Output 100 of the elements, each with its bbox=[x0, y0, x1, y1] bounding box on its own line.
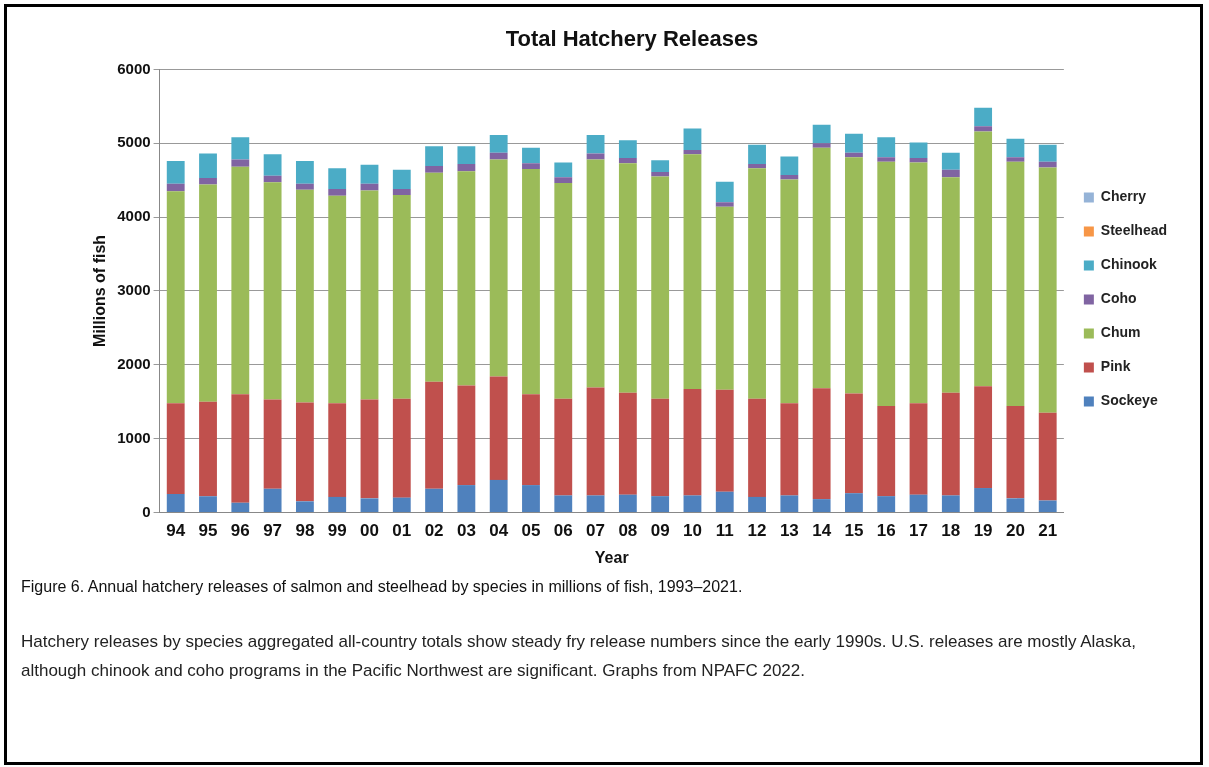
bar bbox=[425, 172, 444, 382]
bar bbox=[328, 403, 347, 497]
bar bbox=[909, 162, 928, 404]
bar bbox=[683, 128, 702, 150]
bar bbox=[683, 389, 702, 496]
y-tick-label: 3000 bbox=[117, 281, 151, 299]
bar bbox=[522, 169, 540, 395]
bar bbox=[974, 107, 993, 127]
bar bbox=[457, 485, 476, 512]
bar bbox=[715, 206, 734, 390]
x-tick-label: 95 bbox=[198, 521, 218, 541]
bar bbox=[748, 398, 766, 497]
bar bbox=[1038, 144, 1057, 162]
bar bbox=[845, 493, 863, 512]
bar bbox=[328, 496, 347, 512]
x-tick-label: 15 bbox=[844, 521, 864, 541]
bar bbox=[489, 135, 508, 153]
bar bbox=[877, 406, 896, 497]
y-tick-label: 6000 bbox=[117, 59, 151, 77]
y-tick-label: 2000 bbox=[117, 354, 151, 372]
bar bbox=[974, 131, 993, 387]
bar bbox=[586, 159, 605, 388]
bar bbox=[166, 493, 185, 512]
bar bbox=[263, 182, 282, 400]
bar bbox=[618, 163, 637, 393]
bar bbox=[263, 399, 282, 489]
chart-title: Total Hatchery Releases bbox=[505, 26, 759, 52]
bar bbox=[554, 183, 573, 399]
bar bbox=[780, 156, 799, 175]
bar bbox=[715, 491, 734, 512]
bar bbox=[909, 403, 928, 495]
y-axis-title: Millions of fish bbox=[91, 234, 109, 347]
legend-label: Steelhead bbox=[1100, 222, 1167, 239]
x-tick-label: 97 bbox=[263, 521, 283, 541]
bar bbox=[683, 495, 702, 512]
legend-label: Sockeye bbox=[1100, 392, 1158, 409]
bar bbox=[522, 485, 540, 512]
x-tick-label: 94 bbox=[166, 521, 186, 541]
bar bbox=[522, 394, 540, 486]
bar bbox=[231, 137, 250, 160]
x-tick-label: 00 bbox=[360, 521, 379, 541]
x-tick-label: 07 bbox=[586, 521, 606, 541]
bar bbox=[392, 169, 411, 190]
bar bbox=[651, 172, 670, 177]
bar bbox=[845, 157, 863, 394]
x-tick-label: 18 bbox=[941, 521, 961, 541]
bar bbox=[457, 146, 476, 164]
bar bbox=[877, 157, 896, 162]
x-tick-label: 12 bbox=[747, 521, 767, 541]
bar bbox=[489, 376, 508, 480]
bar bbox=[489, 479, 508, 512]
bar bbox=[489, 152, 508, 160]
bar bbox=[392, 497, 411, 512]
bar bbox=[1006, 157, 1025, 162]
x-tick-label: 05 bbox=[521, 521, 541, 541]
bar bbox=[166, 403, 185, 494]
bar bbox=[780, 403, 799, 496]
bar bbox=[199, 401, 217, 497]
bar bbox=[166, 183, 185, 192]
legend-label: Chinook bbox=[1100, 256, 1158, 273]
bar bbox=[651, 398, 670, 497]
bar bbox=[554, 177, 573, 184]
bar bbox=[877, 496, 896, 512]
bar bbox=[877, 161, 896, 407]
bar bbox=[877, 137, 896, 158]
bar bbox=[1038, 412, 1057, 501]
bar bbox=[392, 194, 411, 399]
bar bbox=[457, 171, 476, 386]
bar bbox=[651, 496, 670, 512]
bar bbox=[489, 159, 508, 377]
bar bbox=[360, 190, 379, 400]
bar bbox=[522, 163, 540, 170]
bar bbox=[328, 189, 347, 196]
bar bbox=[845, 152, 863, 158]
x-tick-label: 03 bbox=[456, 521, 476, 541]
bar bbox=[263, 154, 282, 176]
x-tick-label: 99 bbox=[327, 521, 347, 541]
bar bbox=[812, 499, 831, 512]
bar bbox=[295, 160, 314, 184]
bar bbox=[425, 146, 444, 167]
x-tick-label: 08 bbox=[618, 521, 638, 541]
bar bbox=[780, 174, 799, 180]
bar bbox=[812, 143, 831, 148]
bar bbox=[522, 147, 540, 164]
bar bbox=[1006, 498, 1025, 512]
x-tick-label: 02 bbox=[424, 521, 444, 541]
bar bbox=[651, 176, 670, 399]
bar bbox=[231, 394, 250, 503]
legend-label: Pink bbox=[1100, 358, 1131, 375]
x-tick-label: 09 bbox=[650, 521, 670, 541]
bar bbox=[683, 154, 702, 390]
bar bbox=[295, 183, 314, 190]
bar bbox=[845, 133, 863, 153]
bar bbox=[360, 164, 379, 184]
bar bbox=[974, 386, 993, 489]
bar bbox=[554, 495, 573, 512]
bar bbox=[166, 191, 185, 404]
bar bbox=[425, 488, 444, 512]
bar bbox=[199, 184, 217, 402]
bar bbox=[199, 153, 217, 178]
